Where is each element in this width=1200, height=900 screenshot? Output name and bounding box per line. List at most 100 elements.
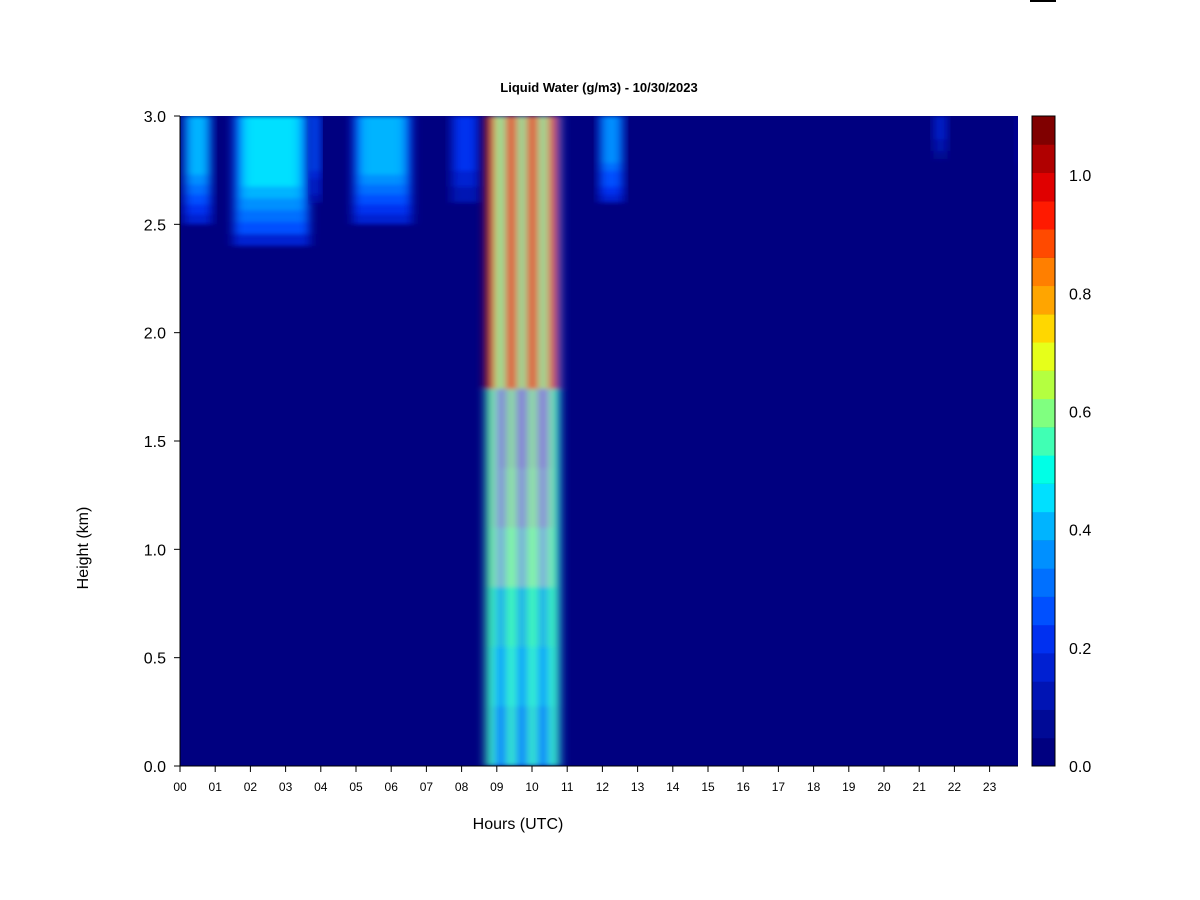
colorbar-swatch	[1032, 200, 1055, 230]
liquid-water-region	[1014, 116, 1018, 181]
x-tick-label: 16	[737, 780, 751, 794]
region-stripe-upper	[517, 116, 526, 389]
colorbar-swatch	[1032, 398, 1055, 428]
colorbar-swatch	[1032, 144, 1055, 174]
region-layer	[311, 116, 320, 163]
x-tick-label: 04	[314, 780, 328, 794]
x-tick-label: 21	[913, 780, 927, 794]
x-axis-label: Hours (UTC)	[473, 816, 564, 833]
x-tick-label: 14	[666, 780, 680, 794]
plot-area	[180, 116, 1018, 766]
y-tick-label: 3.0	[144, 109, 166, 126]
liquid-water-region	[451, 116, 480, 203]
region-layer	[244, 116, 299, 187]
region-stripe-upper	[496, 116, 505, 389]
colorbar-tick-label: 0.6	[1069, 404, 1091, 421]
region-stripe-upper	[486, 116, 495, 389]
x-tick-label: 19	[842, 780, 856, 794]
plot-background	[180, 116, 1018, 766]
y-tick-label: 0.5	[144, 651, 166, 668]
x-tick-label: 20	[877, 780, 891, 794]
colorbar-swatch	[1032, 285, 1055, 315]
y-tick-label: 2.5	[144, 217, 166, 234]
x-tick-label: 02	[244, 780, 258, 794]
x-tick-label: 09	[490, 780, 504, 794]
colorbar-swatch	[1032, 342, 1055, 371]
liquid-water-region	[183, 116, 212, 225]
x-tick-label: 12	[596, 780, 610, 794]
colorbar-swatch	[1032, 426, 1055, 456]
colorbar-swatch	[1032, 681, 1055, 710]
region-stripe-upper	[528, 116, 537, 389]
liquid-water-region	[310, 116, 321, 203]
y-tick-label: 1.5	[144, 434, 166, 451]
x-tick-label: 10	[525, 780, 539, 794]
region-stripe-upper	[507, 116, 516, 389]
region-stripe-lower	[496, 389, 505, 766]
x-tick-label: 22	[948, 780, 962, 794]
colorbar-swatch	[1032, 116, 1055, 145]
x-tick-label: 03	[279, 780, 293, 794]
colorbar-swatch	[1032, 652, 1055, 682]
region-layer	[187, 116, 208, 175]
colorbar-swatch	[1032, 568, 1055, 597]
colorbar-swatch	[1032, 229, 1055, 258]
region-layer	[935, 116, 946, 140]
x-tick-label: 23	[983, 780, 997, 794]
region-stripe-lower	[539, 389, 547, 766]
region-stripe-lower	[517, 389, 526, 766]
region-stripe-upper	[549, 116, 558, 389]
colorbar-swatch	[1032, 709, 1055, 739]
colorbar-tick-label: 0.0	[1069, 759, 1091, 776]
region-layer	[361, 116, 404, 175]
region-stripe-lower	[549, 389, 558, 766]
region-layer	[455, 116, 475, 163]
region-stripe-lower	[528, 389, 537, 766]
liquid-water-region	[352, 116, 413, 225]
x-tick-label: 00	[173, 780, 187, 794]
x-tick-label: 06	[385, 780, 399, 794]
colorbar-ticks: 0.0 0.2 0.4 0.6 0.8 1.0	[1069, 168, 1091, 776]
x-tick-label: 01	[209, 780, 223, 794]
colorbar-swatch	[1032, 737, 1055, 767]
x-tick-label: 08	[455, 780, 469, 794]
colorbar-swatch	[1032, 313, 1055, 343]
colorbar-tick-label: 1.0	[1069, 168, 1091, 185]
colorbar-tick-label: 0.4	[1069, 523, 1091, 540]
colorbar-tick-label: 0.8	[1069, 286, 1091, 303]
y-tick-label: 2.0	[144, 326, 166, 343]
x-tick-label: 18	[807, 780, 821, 794]
region-stripe-lower	[507, 389, 516, 766]
y-tick-label: 1.0	[144, 542, 166, 559]
colorbar-swatch	[1032, 455, 1055, 484]
region-stripe-lower	[486, 389, 495, 766]
corner-mark	[1030, 0, 1056, 2]
colorbar	[1031, 115, 1056, 767]
liquid-water-region	[933, 116, 948, 160]
liquid-water-region	[598, 116, 624, 203]
liquid-water-region	[486, 116, 561, 766]
liquid-water-region	[232, 116, 311, 246]
x-tick-label: 17	[772, 780, 786, 794]
region-stripe-upper	[539, 116, 547, 389]
colorbar-swatch	[1032, 172, 1055, 202]
y-tick-label: 0.0	[144, 759, 166, 776]
x-tick-label: 13	[631, 780, 645, 794]
region-layer	[1014, 116, 1018, 152]
y-axis-label: Height (km)	[75, 507, 92, 590]
colorbar-swatch	[1032, 596, 1055, 626]
colorbar-swatch	[1032, 370, 1055, 400]
colorbar-swatch	[1032, 257, 1055, 287]
x-tick-label: 15	[701, 780, 715, 794]
region-layer	[602, 116, 620, 163]
x-tick-label: 05	[349, 780, 363, 794]
colorbar-swatch	[1032, 539, 1055, 569]
colorbar-swatch	[1032, 511, 1055, 541]
colorbar-tick-label: 0.2	[1069, 641, 1091, 658]
chart-title: Liquid Water (g/m3) - 10/30/2023	[500, 80, 697, 95]
colorbar-swatch	[1032, 483, 1055, 513]
x-tick-label: 11	[561, 780, 574, 794]
colorbar-border	[1031, 115, 1056, 767]
colorbar-swatch	[1032, 624, 1055, 654]
